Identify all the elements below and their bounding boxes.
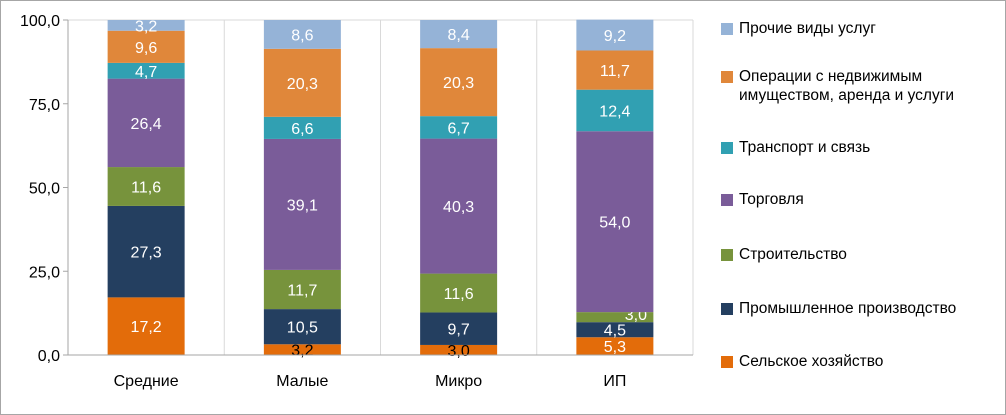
bar-value-label: 5,3 <box>604 339 626 356</box>
bar-segment <box>420 273 498 313</box>
bar-value-label: 54,0 <box>599 215 630 232</box>
bar-value-label: 9,2 <box>604 28 626 45</box>
bar-segment <box>420 138 498 274</box>
bar-segment <box>576 50 654 90</box>
bar-segment <box>107 30 185 63</box>
bar-segment <box>263 138 341 270</box>
y-tick-label: 25,0 <box>29 264 60 281</box>
bar-segment <box>263 20 341 49</box>
legend-item-trade: Торговля <box>721 190 804 209</box>
legend-item-agriculture: Сельское хозяйство <box>721 352 883 371</box>
legend-item-real-estate: Операции с недвижимым имуществом, аренда… <box>721 67 954 105</box>
x-category-label: Средние <box>114 373 179 390</box>
bar-segment <box>576 131 654 313</box>
x-category-label: ИП <box>603 373 626 390</box>
bar-value-label: 3,2 <box>291 343 313 360</box>
bar-segment <box>107 205 185 298</box>
bar-segment <box>107 78 185 168</box>
bar-segment <box>107 62 185 79</box>
bar-value-label: 11,6 <box>131 179 161 196</box>
bar-value-label: 4,7 <box>135 64 157 81</box>
y-tick-label: 50,0 <box>29 181 60 198</box>
legend-item-other-services: Прочие виды услуг <box>721 19 876 38</box>
bar-segment <box>576 89 654 132</box>
bar-segment <box>263 48 341 117</box>
bar-value-label: 20,3 <box>287 76 318 93</box>
bar-segment <box>263 344 341 355</box>
legend-label: Строительство <box>739 246 847 263</box>
bar-segment <box>107 167 185 206</box>
legend-swatch <box>721 142 733 154</box>
bar-value-label: 27,3 <box>131 245 162 262</box>
x-category-label: Микро <box>435 373 482 390</box>
legend-label: Промышленное производство <box>739 300 957 317</box>
bar-value-label: 9,7 <box>448 322 470 339</box>
bar-value-label: 40,3 <box>443 199 474 216</box>
bar-segment <box>107 297 185 355</box>
bar-segment <box>420 344 498 355</box>
legend-swatch <box>721 71 733 83</box>
bar-value-label: 11,6 <box>444 286 474 303</box>
legend-swatch <box>721 303 733 315</box>
bar-segment <box>576 19 654 51</box>
legend-label: Сельское хозяйство <box>739 353 884 370</box>
y-tick-label: 100,0 <box>20 13 60 30</box>
bar-value-label: 6,7 <box>448 120 470 137</box>
bar-value-label: 39,1 <box>287 197 318 214</box>
bar-value-label: 9,6 <box>135 40 157 57</box>
bar-value-label: 20,3 <box>443 75 474 92</box>
bar-segment <box>576 322 654 338</box>
legend-label: Транспорт и связь <box>739 139 871 156</box>
legend-label: Прочие виды услуг <box>739 20 876 37</box>
bar-value-label: 12,4 <box>599 103 630 120</box>
bar-value-label: 3,2 <box>135 18 157 35</box>
legend-label: Торговля <box>739 191 804 208</box>
legend-swatch <box>721 194 733 206</box>
bar-value-label: 10,5 <box>287 320 318 337</box>
bar-value-label: 11,7 <box>287 283 317 300</box>
legend-item-industry: Промышленное производство <box>721 299 956 318</box>
legend-swatch <box>721 249 733 261</box>
bar-value-label: 17,2 <box>131 319 162 336</box>
bar-value-label: 26,4 <box>131 116 162 133</box>
legend-swatch <box>721 356 733 368</box>
legend-item-construction: Строительство <box>721 245 847 264</box>
bar-value-label: 6,6 <box>291 121 313 138</box>
bar-segment <box>420 312 498 345</box>
bar-segment <box>420 48 498 117</box>
bar-value-label: 11,7 <box>600 63 630 80</box>
bar-value-label: 4,5 <box>604 323 626 340</box>
legend-swatch <box>721 23 733 35</box>
bar-segment <box>576 337 654 355</box>
legend-label: Операции с недвижимым имуществом, аренда… <box>739 68 955 104</box>
bar-segment <box>263 116 341 139</box>
bar-segment <box>263 269 341 310</box>
y-tick-label: 75,0 <box>29 97 60 114</box>
bar-value-label: 8,4 <box>448 27 470 44</box>
bar-segment <box>420 20 498 49</box>
legend-item-transport: Транспорт и связь <box>721 138 870 157</box>
bar-value-label: 8,6 <box>291 27 313 44</box>
bar-segment <box>263 309 341 345</box>
bar-segment <box>576 312 654 323</box>
bar-segment <box>107 20 185 31</box>
y-tick-label: 0,0 <box>38 348 60 365</box>
x-category-label: Малые <box>276 373 328 390</box>
bar-segment <box>420 116 498 139</box>
bar-value-label: 3,0 <box>448 343 470 360</box>
